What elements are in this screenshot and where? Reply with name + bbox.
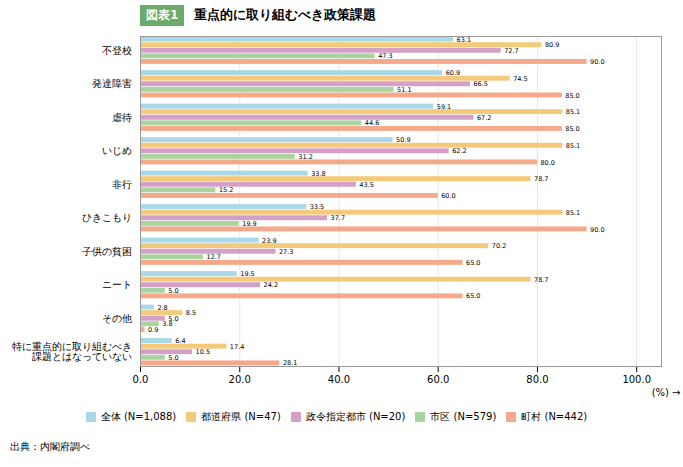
svg-text:3.8: 3.8 bbox=[162, 320, 172, 328]
svg-text:80.0: 80.0 bbox=[540, 159, 554, 167]
svg-text:33.5: 33.5 bbox=[310, 203, 324, 211]
svg-text:85.1: 85.1 bbox=[566, 108, 580, 116]
svg-text:59.1: 59.1 bbox=[437, 103, 451, 111]
svg-text:37.7: 37.7 bbox=[331, 214, 345, 222]
svg-text:90.0: 90.0 bbox=[590, 58, 604, 66]
svg-text:80.9: 80.9 bbox=[545, 41, 559, 49]
svg-text:2.8: 2.8 bbox=[157, 304, 167, 312]
svg-text:40.0: 40.0 bbox=[328, 374, 350, 385]
svg-text:ひきこもり: ひきこもり bbox=[82, 212, 132, 223]
svg-text:0.0: 0.0 bbox=[133, 374, 149, 385]
svg-text:5.0: 5.0 bbox=[168, 287, 178, 295]
svg-text:47.3: 47.3 bbox=[378, 52, 392, 60]
svg-text:8.5: 8.5 bbox=[186, 309, 196, 317]
svg-text:78.7: 78.7 bbox=[534, 175, 548, 183]
svg-text:85.1: 85.1 bbox=[566, 142, 580, 150]
svg-text:非行: 非行 bbox=[112, 179, 132, 190]
svg-text:70.2: 70.2 bbox=[492, 242, 506, 250]
svg-text:その他: その他 bbox=[102, 313, 132, 324]
svg-text:65.0: 65.0 bbox=[466, 259, 480, 267]
svg-text:85.1: 85.1 bbox=[566, 209, 580, 217]
svg-text:6.4: 6.4 bbox=[175, 337, 185, 345]
svg-text:20.0: 20.0 bbox=[229, 374, 251, 385]
svg-text:虐待: 虐待 bbox=[112, 112, 132, 123]
svg-text:62.2: 62.2 bbox=[452, 147, 466, 155]
svg-text:50.9: 50.9 bbox=[396, 136, 410, 144]
svg-text:17.4: 17.4 bbox=[230, 343, 244, 351]
svg-text:15.2: 15.2 bbox=[219, 186, 233, 194]
svg-text:78.7: 78.7 bbox=[534, 276, 548, 284]
svg-text:33.8: 33.8 bbox=[311, 170, 325, 178]
svg-text:19.9: 19.9 bbox=[242, 220, 256, 228]
svg-text:0.9: 0.9 bbox=[148, 326, 158, 334]
svg-text:発達障害: 発達障害 bbox=[92, 78, 132, 89]
html-text:図表1: 図表1 bbox=[146, 7, 179, 22]
html-text:重点的に取り組むべき政策課題: 重点的に取り組むべき政策課題 bbox=[194, 7, 377, 22]
svg-text:27.3: 27.3 bbox=[279, 248, 293, 256]
svg-text:74.5: 74.5 bbox=[513, 75, 527, 83]
svg-text:いじめ: いじめ bbox=[102, 145, 132, 156]
html-text:全体 (N=1,088): 全体 (N=1,088) bbox=[100, 410, 177, 422]
svg-text:子供の貧困: 子供の貧困 bbox=[82, 246, 132, 257]
svg-text:100.0: 100.0 bbox=[622, 374, 651, 385]
svg-text:23.9: 23.9 bbox=[262, 237, 276, 245]
svg-text:60.9: 60.9 bbox=[446, 69, 460, 77]
svg-text:90.0: 90.0 bbox=[590, 225, 604, 233]
svg-text:特に重点的に取り組むべき課題とはなっていない: 特に重点的に取り組むべき課題とはなっていない bbox=[12, 341, 132, 362]
html-text:出典：内閣府調べ: 出典：内閣府調べ bbox=[10, 441, 90, 452]
svg-text:43.5: 43.5 bbox=[359, 181, 373, 189]
svg-text:85.0: 85.0 bbox=[565, 125, 579, 133]
svg-text:51.1: 51.1 bbox=[397, 86, 411, 94]
svg-text:60.0: 60.0 bbox=[427, 374, 449, 385]
html-text:政令指定都市 (N=20): 政令指定都市 (N=20) bbox=[305, 410, 406, 422]
svg-text:(%) →: (%) → bbox=[652, 387, 681, 398]
svg-text:72.7: 72.7 bbox=[504, 47, 518, 55]
svg-text:5.0: 5.0 bbox=[168, 354, 178, 362]
svg-text:19.5: 19.5 bbox=[240, 270, 254, 278]
svg-text:12.7: 12.7 bbox=[207, 253, 221, 261]
svg-text:67.2: 67.2 bbox=[477, 114, 491, 122]
svg-text:63.1: 63.1 bbox=[456, 35, 472, 44]
svg-text:28.1: 28.1 bbox=[282, 359, 298, 368]
svg-text:66.5: 66.5 bbox=[473, 80, 487, 88]
svg-text:不登校: 不登校 bbox=[102, 45, 132, 56]
svg-text:10.5: 10.5 bbox=[196, 348, 210, 356]
html-text:町村 (N=442): 町村 (N=442) bbox=[521, 410, 588, 422]
html-text:都道府県 (N=47): 都道府県 (N=47) bbox=[201, 410, 281, 422]
html-text:市区 (N=579): 市区 (N=579) bbox=[430, 410, 497, 422]
svg-text:44.6: 44.6 bbox=[365, 119, 379, 127]
svg-text:5.0: 5.0 bbox=[168, 314, 179, 323]
svg-text:60.0: 60.0 bbox=[441, 192, 455, 200]
svg-text:31.2: 31.2 bbox=[298, 153, 312, 161]
svg-text:85.0: 85.0 bbox=[565, 92, 579, 100]
svg-text:24.2: 24.2 bbox=[264, 281, 278, 289]
svg-text:65.0: 65.0 bbox=[466, 292, 480, 300]
svg-text:ニート: ニート bbox=[102, 279, 132, 290]
svg-text:80.0: 80.0 bbox=[526, 374, 548, 385]
